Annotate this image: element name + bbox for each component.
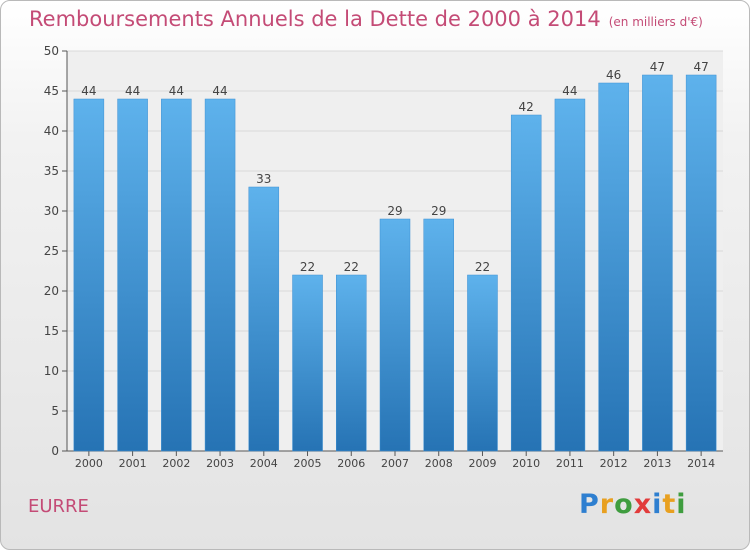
data-label: 22 xyxy=(344,260,359,274)
x-tick-label: 2007 xyxy=(381,457,409,470)
bar xyxy=(685,74,717,452)
data-label: 47 xyxy=(650,60,665,74)
x-tick-label: 2010 xyxy=(512,457,540,470)
x-tick-label: 2004 xyxy=(250,457,278,470)
bar xyxy=(248,186,280,452)
x-tick-label: 2006 xyxy=(337,457,365,470)
y-tick-label: 15 xyxy=(44,324,59,338)
chart-subtitle: (en milliers d'€) xyxy=(608,15,703,29)
y-tick-labels: 0 5 10 15 20 25 30 35 40 45 50 xyxy=(44,44,59,458)
data-label: 44 xyxy=(125,84,140,98)
y-tick-label: 5 xyxy=(51,404,59,418)
bar xyxy=(467,274,498,452)
x-tick-label: 2002 xyxy=(162,457,190,470)
x-tick-label: 2000 xyxy=(75,457,103,470)
bar xyxy=(292,274,323,452)
y-tick-label: 25 xyxy=(44,244,59,258)
bar xyxy=(510,114,542,452)
data-label: 29 xyxy=(431,204,446,218)
logo-letter: x xyxy=(633,489,653,520)
x-tick-label: 2013 xyxy=(643,457,671,470)
bar xyxy=(336,274,367,452)
chart-title: Remboursements Annuels de la Dette de 20… xyxy=(29,7,601,31)
data-label: 46 xyxy=(606,68,621,82)
bar xyxy=(204,98,236,452)
bars xyxy=(73,74,717,452)
data-label: 44 xyxy=(169,84,184,98)
logo-letter: i xyxy=(676,489,687,520)
logo-letter: r xyxy=(599,489,615,520)
proxiti-logo: Proxiti xyxy=(579,489,687,520)
x-tick-labels: 2000 2001 2002 2003 2004 2005 2006 2007 2008 2009… xyxy=(75,457,715,470)
data-label: 22 xyxy=(475,260,490,274)
data-labels: 44 44 44 44 33 22 22 29 29 22 42 44 46 47 47 xyxy=(81,60,709,274)
bar xyxy=(554,98,586,452)
x-tick-label: 2009 xyxy=(468,457,496,470)
bar xyxy=(642,74,673,452)
bar xyxy=(73,98,105,452)
bar xyxy=(423,218,454,452)
chart-header: Remboursements Annuels de la Dette de 20… xyxy=(29,7,703,31)
x-tick-label: 2014 xyxy=(687,457,715,470)
bar xyxy=(161,98,192,452)
y-tick-label: 45 xyxy=(44,84,59,98)
data-label: 47 xyxy=(693,60,708,74)
bar xyxy=(379,218,411,452)
data-label: 44 xyxy=(212,84,227,98)
bar xyxy=(598,82,629,452)
x-tick-label: 2011 xyxy=(556,457,584,470)
commune-name: EURRE xyxy=(28,496,89,517)
logo-letter: i xyxy=(652,489,663,520)
logo-letter: o xyxy=(614,489,634,520)
y-tick-label: 35 xyxy=(44,164,59,178)
logo-letter: P xyxy=(579,489,600,520)
x-tick-label: 2012 xyxy=(600,457,628,470)
y-tick-label: 0 xyxy=(51,444,59,458)
x-tick-label: 2008 xyxy=(425,457,453,470)
data-label: 33 xyxy=(256,172,271,186)
x-tick-label: 2003 xyxy=(206,457,234,470)
data-label: 22 xyxy=(300,260,315,274)
y-tick-label: 30 xyxy=(44,204,59,218)
y-tick-label: 10 xyxy=(44,364,59,378)
data-label: 29 xyxy=(387,204,402,218)
y-tick-label: 20 xyxy=(44,284,59,298)
y-tick-label: 40 xyxy=(44,124,59,138)
logo-letter: t xyxy=(662,489,677,520)
x-tick-label: 2001 xyxy=(119,457,147,470)
x-tick-label: 2005 xyxy=(294,457,322,470)
y-tick-label: 50 xyxy=(44,44,59,58)
data-label: 44 xyxy=(81,84,96,98)
data-label: 44 xyxy=(562,84,577,98)
data-label: 42 xyxy=(519,100,534,114)
bar xyxy=(117,98,148,452)
